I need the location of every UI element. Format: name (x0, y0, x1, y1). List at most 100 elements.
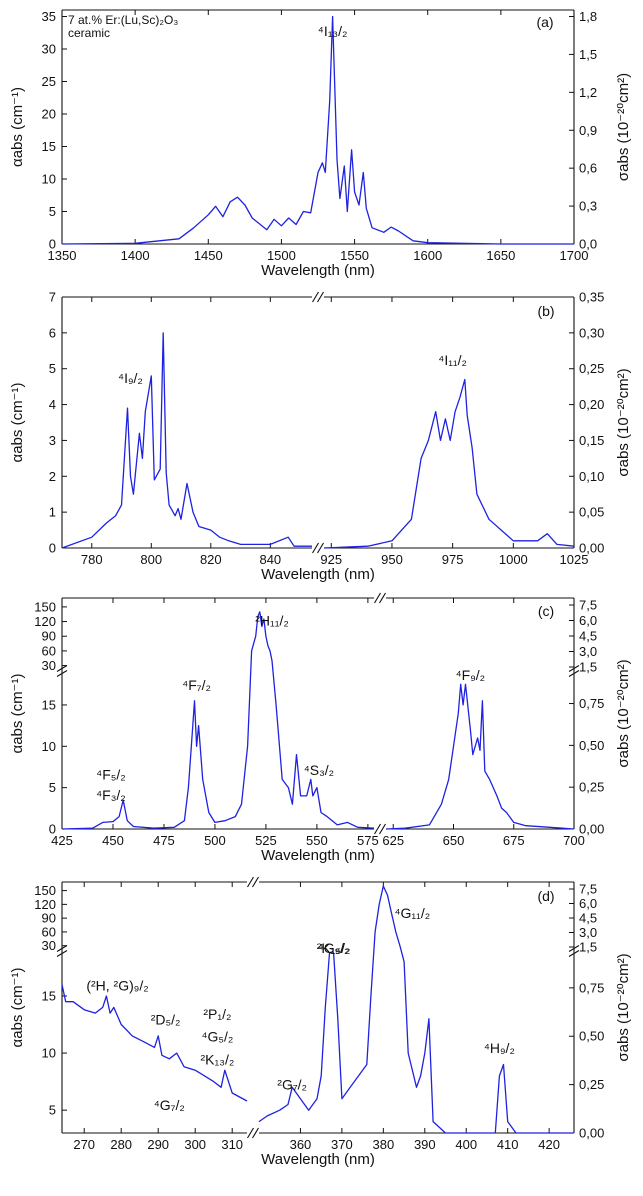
panel-label: (d) (537, 888, 554, 904)
y-right-tick-label: 1,5 (579, 660, 597, 675)
y-right-tick-label: 0,05 (579, 505, 604, 520)
axis-break-mark (568, 665, 580, 672)
y-right-tick-label: 3,0 (579, 644, 597, 659)
y-tick-label: 15 (42, 697, 56, 712)
transition-label: ²H₁₁/₂ (255, 612, 289, 628)
axis-break-mark (252, 1127, 259, 1139)
y-tick-label: 3 (49, 433, 56, 448)
x-tick-label: 925 (320, 552, 342, 567)
y-right-tick-label: 3,0 (579, 925, 597, 940)
y-right-tick-label: 0,00 (579, 1126, 604, 1141)
x-tick-label: 700 (563, 833, 585, 848)
x-tick-label: 1700 (560, 248, 589, 263)
y-right-tick-label: 1,5 (579, 940, 597, 955)
x-tick-label: 400 (455, 1137, 477, 1152)
y-tick-label: 5 (49, 204, 56, 219)
x-tick-label: 1400 (121, 248, 150, 263)
transition-label: ⁴I₉/₂ (118, 370, 143, 386)
y-right-tick-label: 0,0 (579, 237, 597, 252)
y-tick-label: 120 (34, 614, 56, 629)
spectrum-line (385, 683, 575, 830)
axis-break-mark (379, 592, 386, 604)
x-axis-label: Wavelength (nm) (261, 566, 375, 583)
x-tick-label: 820 (200, 552, 222, 567)
y-tick-label: 2 (49, 469, 56, 484)
y-tick-label: 5 (49, 1103, 56, 1118)
x-tick-label: 1600 (413, 248, 442, 263)
axis-break-mark (56, 950, 68, 957)
y-tick-label: 10 (42, 1046, 56, 1061)
y-tick-label: 30 (42, 938, 56, 953)
x-tick-label: 500 (204, 833, 226, 848)
y-right-tick-label: 0,3 (579, 199, 597, 214)
y-tick-label: 0 (49, 237, 56, 252)
y-right-tick-label: 0,75 (579, 696, 604, 711)
axis-break-mark (312, 291, 319, 303)
transition-label: ⁴F₅/₂ (96, 766, 126, 782)
y-tick-label: 5 (49, 780, 56, 795)
y-tick-label: 90 (42, 629, 56, 644)
transition-label: ²K₁₃/₂ (201, 1051, 235, 1067)
x-axis-label: Wavelength (nm) (261, 262, 375, 279)
y-right-tick-label: 0,00 (579, 822, 604, 837)
y-axis-label-right: σabs (10⁻²⁰cm²) (615, 368, 632, 476)
y-right-tick-label: 6,0 (579, 613, 597, 628)
x-tick-label: 780 (81, 552, 103, 567)
axis-break-mark (568, 670, 580, 677)
y-tick-label: 15 (42, 988, 56, 1003)
y-tick-label: 6 (49, 325, 56, 340)
y-right-tick-label: 7,5 (579, 598, 597, 613)
y-axis-label-left: αabs (cm⁻¹) (9, 383, 26, 463)
x-tick-label: 370 (331, 1137, 353, 1152)
y-right-tick-label: 4,5 (579, 629, 597, 644)
x-tick-label: 280 (110, 1137, 132, 1152)
panel-a: 1350 1400 1450 1500 1550 1600 1650 1700 0 5 10 15 20… (9, 9, 632, 279)
y-right-tick-label: 0,00 (579, 541, 604, 556)
x-tick-label: 650 (443, 833, 465, 848)
y-tick-label: 5 (49, 361, 56, 376)
transition-label: ⁴S₃/₂ (304, 762, 334, 778)
transition-label: (²H, ²G)₉/₂ (86, 977, 148, 993)
x-tick-label: 1350 (48, 248, 77, 263)
transition-label: ⁴G₇/₂ (154, 1097, 185, 1113)
axis-break-mark (247, 1127, 254, 1139)
x-tick-label: 420 (538, 1137, 560, 1152)
y-right-tick-label: 0,10 (579, 469, 604, 484)
panel-label: (c) (538, 603, 554, 619)
transition-label: ⁴F₉/₂ (456, 667, 485, 683)
x-tick-label: 625 (382, 833, 404, 848)
y-tick-label: 120 (34, 897, 56, 912)
transition-label: ⁴G₅/₂ (201, 1029, 233, 1045)
y-tick-label: 25 (42, 74, 56, 89)
axis-break-mark (317, 291, 324, 303)
y-tick-label: 0 (49, 541, 56, 556)
x-tick-label: 525 (255, 833, 277, 848)
y-right-tick-label: 0,25 (579, 361, 604, 376)
y-right-tick-label: 1,2 (579, 85, 597, 100)
sample-note: 7 at.% Er:(Lu,Sc)₂O₃ (68, 13, 178, 27)
y-tick-label: 0 (49, 822, 56, 837)
y-right-tick-label: 0,15 (579, 433, 604, 448)
spectrum-line (61, 611, 375, 830)
y-tick-label: 10 (42, 172, 56, 187)
x-tick-label: 1450 (194, 248, 223, 263)
x-tick-label: 1500 (267, 248, 296, 263)
y-tick-label: 150 (34, 599, 56, 614)
x-tick-label: 1550 (340, 248, 369, 263)
y-right-tick-label: 0,25 (579, 780, 604, 795)
x-tick-label: 475 (153, 833, 175, 848)
y-tick-label: 90 (42, 911, 56, 926)
sample-note: ceramic (68, 26, 110, 40)
x-tick-label: 1650 (486, 248, 515, 263)
axis-break-mark (56, 945, 68, 952)
y-right-tick-label: 7,5 (579, 882, 597, 897)
axis-break-mark (56, 670, 68, 677)
y-right-tick-label: 0,30 (579, 325, 604, 340)
y-tick-label: 150 (34, 883, 56, 898)
transition-label: ²D₅/₂ (151, 1012, 181, 1028)
axis-break-mark (312, 542, 319, 554)
y-axis-label-left: αabs (cm⁻¹) (9, 87, 26, 167)
x-tick-label: 675 (503, 833, 525, 848)
x-tick-label: 975 (442, 552, 464, 567)
x-tick-label: 425 (51, 833, 73, 848)
